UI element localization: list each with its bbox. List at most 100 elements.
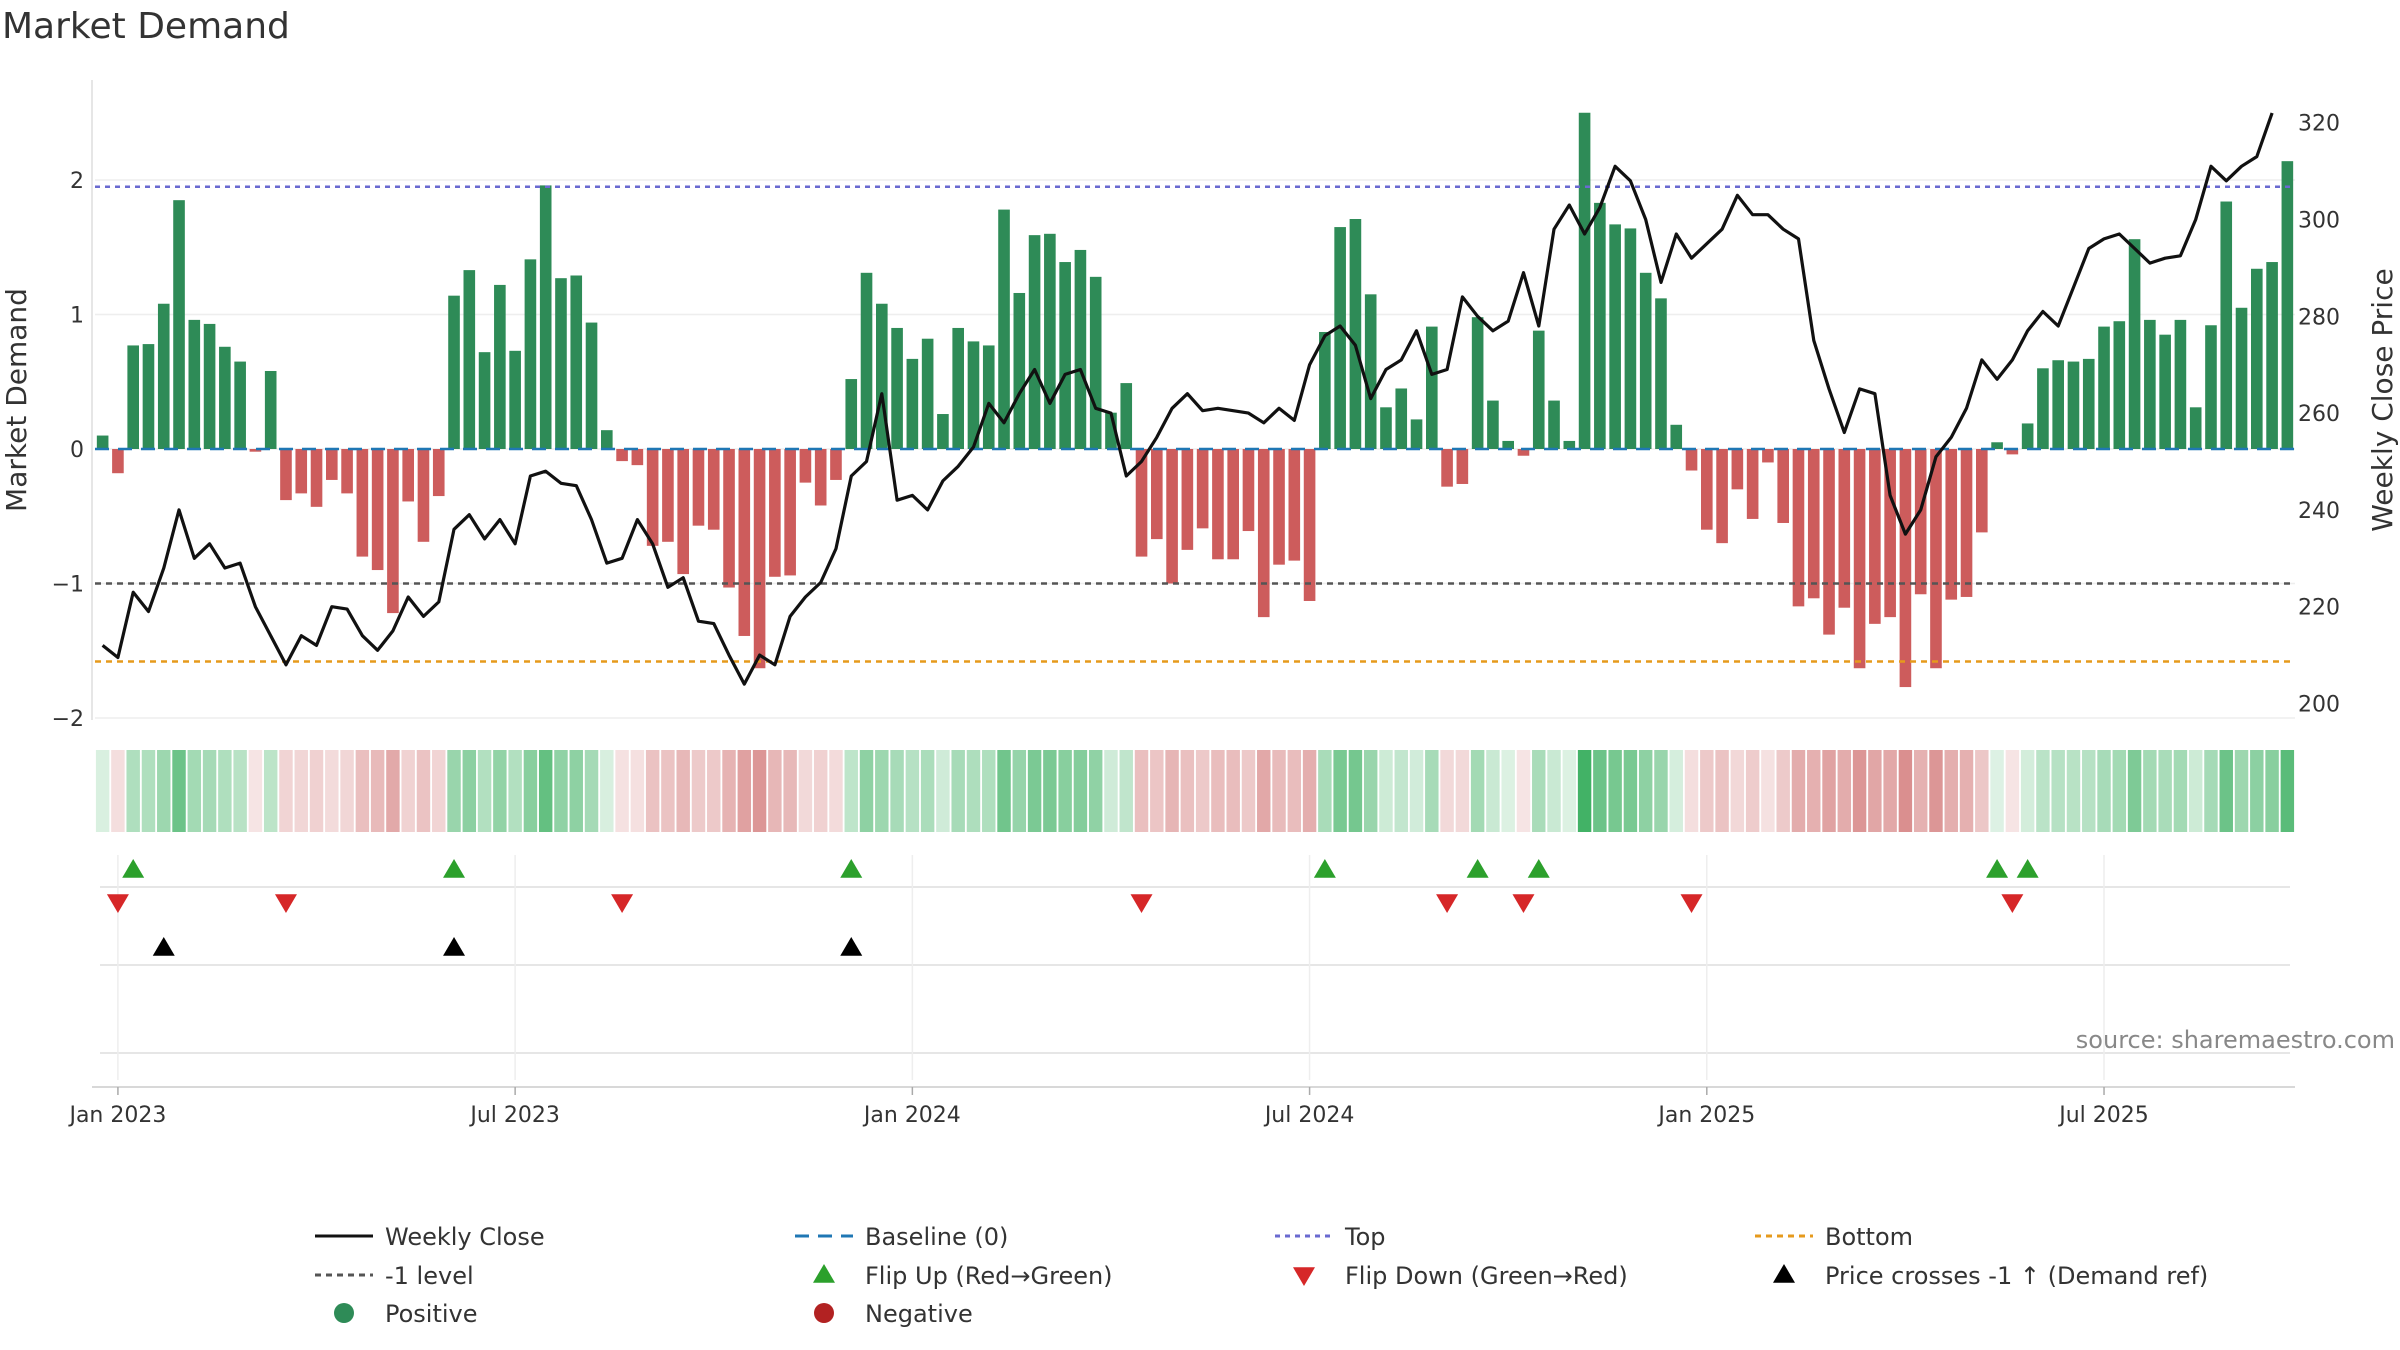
negative-bar (1914, 449, 1927, 595)
heat-strip-cell (905, 750, 920, 832)
heat-strip-cell (1027, 750, 1042, 832)
positive-bar (1578, 112, 1591, 449)
heat-strip-cell (982, 750, 996, 832)
heat-strip-cell (1379, 750, 1393, 832)
heat-strip-cell (2112, 750, 2127, 832)
heat-strip-cell (630, 750, 645, 832)
heat-strip-cell (1516, 750, 1531, 832)
left-tick-label: 2 (70, 169, 84, 194)
legend-swatch (1773, 1264, 1795, 1283)
price-cross-marker (840, 937, 863, 956)
positive-bar (1609, 224, 1621, 449)
positive-bar (1349, 219, 1362, 449)
heat-strip-cell (294, 750, 308, 832)
negative-bar (1792, 449, 1805, 607)
negative-bar (112, 449, 124, 474)
flip-up-marker (1527, 859, 1550, 878)
heat-strip-cell (248, 750, 263, 832)
negative-bar (1899, 449, 1912, 688)
heat-strip-cell (233, 750, 247, 832)
heat-strip-cell (1226, 750, 1240, 832)
flip-up-marker (1466, 859, 1489, 878)
negative-bar (1960, 449, 1973, 597)
heat-strip-cell (1409, 750, 1424, 832)
positive-bar (1502, 440, 1514, 449)
negative-bar (1196, 449, 1209, 529)
right-tick-label: 260 (2298, 402, 2340, 427)
positive-bar (2266, 262, 2278, 449)
flip-up-marker (2016, 859, 2039, 878)
legend-swatch (814, 1303, 834, 1323)
heat-strip-cell (1623, 750, 1638, 832)
positive-bar (2037, 368, 2049, 449)
heat-strip-cell (279, 750, 293, 832)
heat-strip-cell (1455, 750, 1470, 832)
negative-bar (1227, 449, 1239, 560)
heat-strip-cell (1929, 750, 1943, 832)
positive-bar (1013, 292, 1026, 449)
heat-strip-cell (768, 750, 782, 832)
heat-strip-cell (111, 750, 125, 832)
negative-bar (662, 449, 674, 542)
heat-strip-cell (737, 750, 752, 832)
heat-strip-cell (2234, 750, 2249, 832)
flip-down-marker (106, 894, 129, 913)
negative-bar (1181, 449, 1194, 550)
heat-strip-cell (2158, 750, 2172, 832)
negative-bar (769, 449, 781, 577)
heat-strip-cell (875, 750, 889, 832)
positive-bar (2144, 319, 2156, 449)
negative-bar (1685, 449, 1698, 471)
heat-strip-cell (508, 750, 522, 832)
negative-bar (2006, 449, 2019, 455)
positive-bar (463, 270, 476, 449)
right-tick-label: 300 (2298, 209, 2340, 234)
heat-strip-cell (2250, 750, 2264, 832)
negative-bar (341, 449, 353, 494)
flip-up-marker (840, 859, 863, 878)
negative-bar (1212, 449, 1224, 560)
legend-label: Baseline (0) (865, 1223, 1008, 1251)
heat-strip-cell (2219, 750, 2233, 832)
heat-strip-cell (1058, 750, 1072, 832)
legend-label: Flip Down (Green→Red) (1345, 1262, 1628, 1290)
heat-strip-cell (1593, 750, 1607, 832)
heat-strip-cell (1257, 750, 1271, 832)
negative-bar (1257, 449, 1270, 618)
positive-bar (234, 361, 246, 449)
negative-bar (1930, 449, 1942, 669)
heat-strip-cell (1470, 750, 1485, 832)
heat-strip-cell (1638, 750, 1653, 832)
positive-bar (142, 344, 155, 449)
positive-bar (2052, 360, 2064, 449)
positive-bar (2098, 326, 2110, 449)
flip-down-marker (1680, 894, 1703, 913)
heat-strip-cell (966, 750, 981, 832)
negative-bar (310, 449, 323, 507)
negative-bar (1441, 449, 1453, 487)
demand-heat-strip (95, 750, 2295, 832)
heat-strip-cell (1012, 750, 1027, 832)
positive-bar (2021, 423, 2034, 449)
positive-bar (1319, 331, 1331, 449)
heat-strip-cell (1822, 750, 1836, 832)
legend-label: Flip Up (Red→Green) (865, 1262, 1113, 1290)
negative-bar (1945, 449, 1958, 600)
heat-strip-cell (1241, 750, 1256, 832)
heat-strip-cell (829, 750, 843, 832)
negative-bar (631, 449, 644, 466)
negative-bar (1762, 449, 1774, 463)
heat-strip-cell (493, 750, 507, 832)
positive-bar (157, 303, 170, 449)
right-axis-label: Weekly Close Price (2366, 268, 2399, 531)
flip-up-marker (122, 859, 145, 878)
negative-bar (692, 449, 705, 526)
heat-strip-cell (1898, 750, 1913, 832)
positive-bar (1059, 262, 1071, 449)
flip-up-marker (1313, 859, 1336, 878)
negative-bar (646, 449, 659, 546)
heat-strip-cell (1807, 750, 1821, 832)
positive-bar (921, 338, 934, 449)
positive-bar (555, 278, 567, 449)
